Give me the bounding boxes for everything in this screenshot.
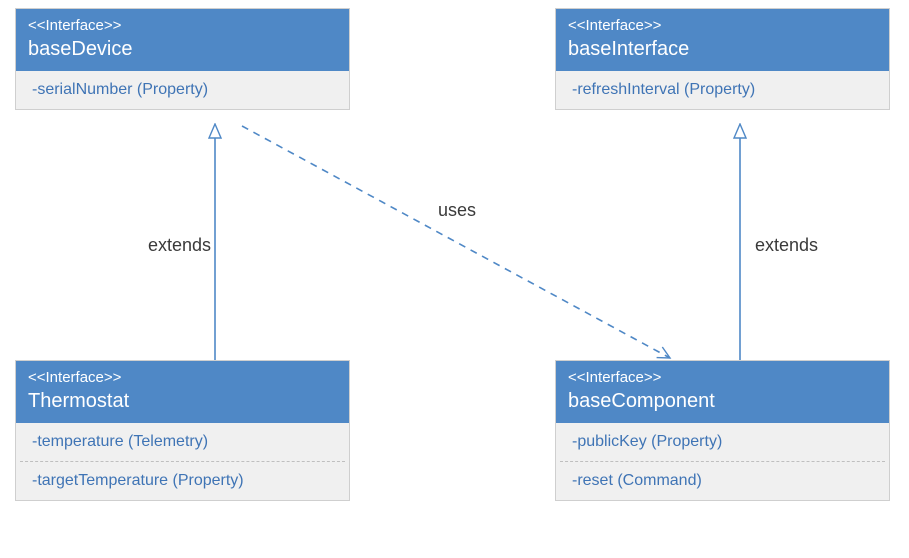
box-title: baseComponent (568, 390, 877, 413)
box-body: -refreshInterval (Property) (556, 71, 889, 109)
box-header: <<Interface>> baseDevice (16, 9, 349, 71)
member: -reset (Command) (556, 462, 889, 500)
box-header: <<Interface>> baseInterface (556, 9, 889, 71)
stereotype: <<Interface>> (28, 369, 337, 386)
member: -publicKey (Property) (556, 423, 889, 461)
connector-label: uses (438, 200, 476, 221)
box-body: -serialNumber (Property) (16, 71, 349, 109)
uml-box-baseInterface: <<Interface>> baseInterface -refreshInterv… (555, 8, 890, 110)
box-header: <<Interface>> baseComponent (556, 361, 889, 423)
stereotype: <<Interface>> (568, 369, 877, 386)
stereotype: <<Interface>> (568, 17, 877, 34)
box-body: -publicKey (Property)-reset (Command) (556, 423, 889, 500)
box-title: baseDevice (28, 38, 337, 61)
connector-label: extends (148, 235, 211, 256)
stereotype: <<Interface>> (28, 17, 337, 34)
uml-box-baseDevice: <<Interface>> baseDevice -serialNumber (Pr… (15, 8, 350, 110)
member: -temperature (Telemetry) (16, 423, 349, 461)
box-title: Thermostat (28, 390, 337, 413)
box-body: -temperature (Telemetry)-targetTemperatu… (16, 423, 349, 500)
member: -refreshInterval (Property) (556, 71, 889, 109)
uml-box-thermostat: <<Interface>> Thermostat -temperature (Tel… (15, 360, 350, 501)
connector-label: extends (755, 235, 818, 256)
uml-box-baseComponent: <<Interface>> baseComponent -publicKey (Pr… (555, 360, 890, 501)
member: -serialNumber (Property) (16, 71, 349, 109)
box-title: baseInterface (568, 38, 877, 61)
member: -targetTemperature (Property) (16, 462, 349, 500)
box-header: <<Interface>> Thermostat (16, 361, 349, 423)
